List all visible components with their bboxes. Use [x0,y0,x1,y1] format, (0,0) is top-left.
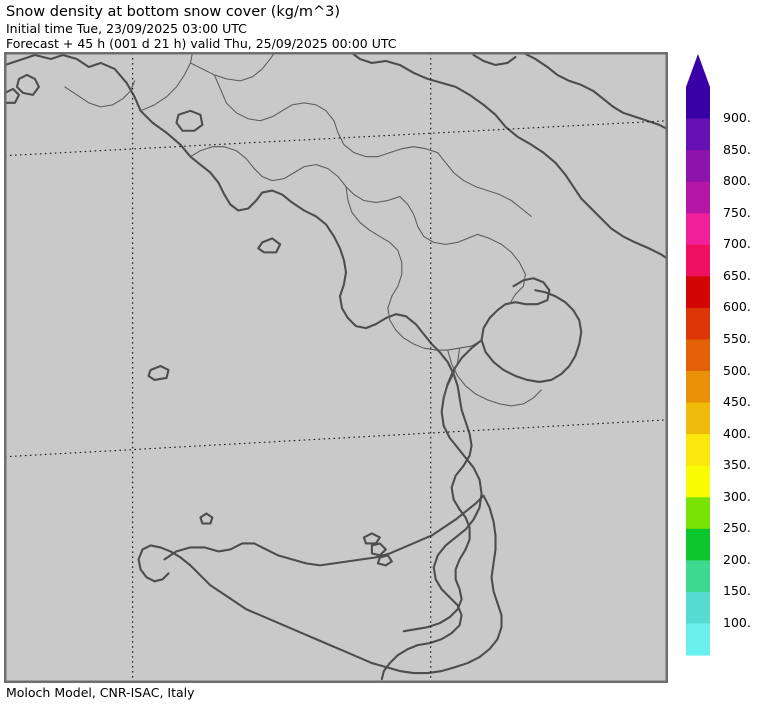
border-campania-molise [345,186,483,351]
coastline-island-aeolian-3 [376,554,393,567]
colorbar-tick-label: 200. [723,551,751,567]
colorbar-tick-label: 600. [723,299,751,315]
parallel-line-north [5,120,667,157]
colorbar-tick-label: 700. [723,236,751,252]
colorbar-tick-label: 550. [723,330,751,346]
map-panel[interactable] [4,52,668,683]
graticule-layer [5,53,667,682]
colorbar-max-arrow [686,54,710,87]
colorbar-band [686,465,710,498]
coastline-islands-dalmatia [472,53,517,67]
border-north-2 [189,53,275,82]
coastline-island-lake-trasimeno [257,237,282,254]
border-lazio-north [189,146,401,204]
forecast-validity-line: Forecast + 45 h (001 d 21 h) valid Thu, … [6,36,397,51]
coastline-sicily [137,494,503,675]
initial-time-line: Initial time Tue, 23/09/2025 03:00 UTC [6,21,247,36]
colorbar-band [686,118,710,151]
border-liguria [64,80,136,108]
coastline-island-nw-1 [15,73,40,96]
colorbar-tick-label: 350. [723,457,751,473]
border-abruzzo [399,196,479,245]
colorbar-band [686,497,710,530]
coastline-calabria-toe [380,644,419,681]
coastline-island-aeolian-1 [362,532,381,545]
colorbar-band [686,244,710,277]
administrative-borders-layer [64,53,542,407]
colorbar-band [686,528,710,561]
colorbar-band [686,181,710,214]
colorbar-band [686,434,710,467]
colorbar-tick-label: 300. [723,488,751,504]
border-marche-east [437,152,532,218]
coastline-adriatic-north [350,53,667,260]
coastline-island-nw-2 [5,87,21,104]
coastline-island-elba [147,364,170,382]
coastline-balkan-east [522,53,667,130]
map-frame [5,53,667,682]
colorbar-band [686,307,710,341]
colorbar-tick-label: 750. [723,204,751,220]
colorbar-tick-label: 100. [723,614,751,630]
colorbar-band [686,371,710,404]
colorbar-tick-label: 500. [723,362,751,378]
header-text-block: Snow density at bottom snow cover (kg/m^… [6,4,646,51]
page-title: Snow density at bottom snow cover (kg/m^… [6,4,341,20]
coastline-lake-bolsena [175,109,204,132]
colorbar-tick-label: 900. [723,110,751,126]
colorbar-band [686,623,710,656]
colorbar-tick-label: 800. [723,173,751,189]
italy-map [5,53,667,682]
border-molise-puglia [477,233,526,305]
colorbar-band [686,339,710,372]
colorbar-band [686,87,710,120]
colorbar-band [686,591,710,625]
colorbar-band [686,213,710,246]
colorbar-band [686,276,710,309]
coastline-puglia-gargano-heel [480,277,583,384]
border-basilicata [447,349,542,407]
colorbar-tick-label: 150. [723,583,751,599]
colorbar-tick-label: 400. [723,425,751,441]
colorbar-swatches [686,54,710,656]
colorbar-tick-label: 450. [723,394,751,410]
coastline-island-egadi [199,512,214,525]
coastline-tyrrhenian-west [5,53,473,633]
coastline-island-aeolian-2 [370,542,387,557]
parallel-line-south [5,419,667,458]
footer-credit: Moloch Model, CNR-ISAC, Italy [6,685,195,700]
colorbar-tick-label: 650. [723,267,751,283]
colorbar-tick-label: 850. [723,141,751,157]
border-calabria-north [443,347,461,399]
colorbar-band [686,560,710,593]
colorbar[interactable]: 900. 850. 800. 750. 700. 650. 600. 550. 500. 450.… [684,52,760,672]
border-tuscany-umbria [213,74,439,158]
coastlines-layer [5,53,667,681]
colorbar-tick-label: 250. [723,520,751,536]
map-background [5,53,667,682]
colorbar-band [686,402,710,435]
colorbar-band [686,150,710,183]
